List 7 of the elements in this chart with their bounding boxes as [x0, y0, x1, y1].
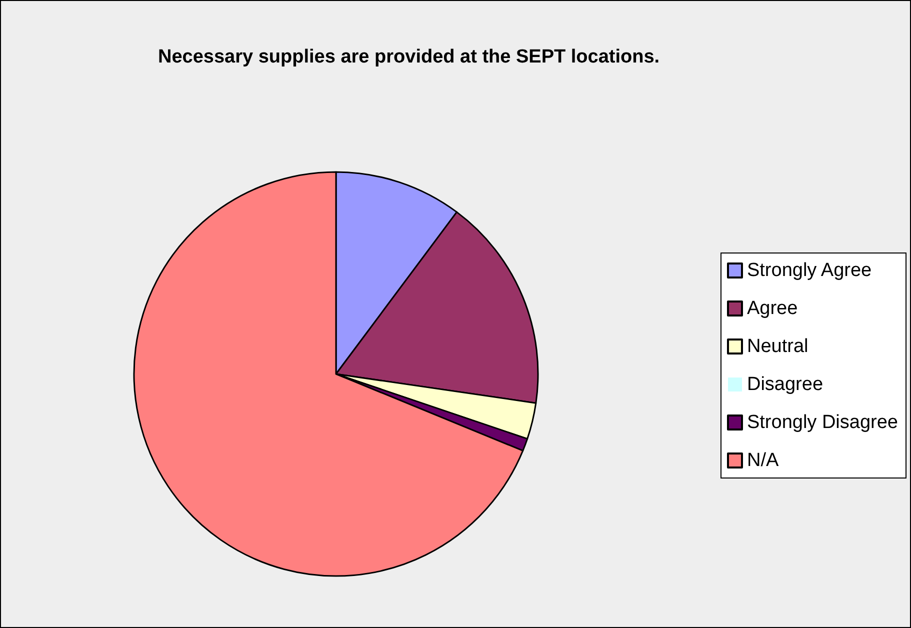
- legend-label: Strongly Agree: [746, 260, 872, 281]
- legend-label: Neutral: [746, 336, 808, 357]
- legend-label: Agree: [746, 298, 798, 319]
- chart-title: Necessary supplies are provided at the SEPT locations.: [158, 46, 660, 68]
- legend-label: N/A: [746, 450, 779, 471]
- legend-label: Strongly Disagree: [746, 412, 898, 433]
- legend-label: Disagree: [746, 374, 824, 395]
